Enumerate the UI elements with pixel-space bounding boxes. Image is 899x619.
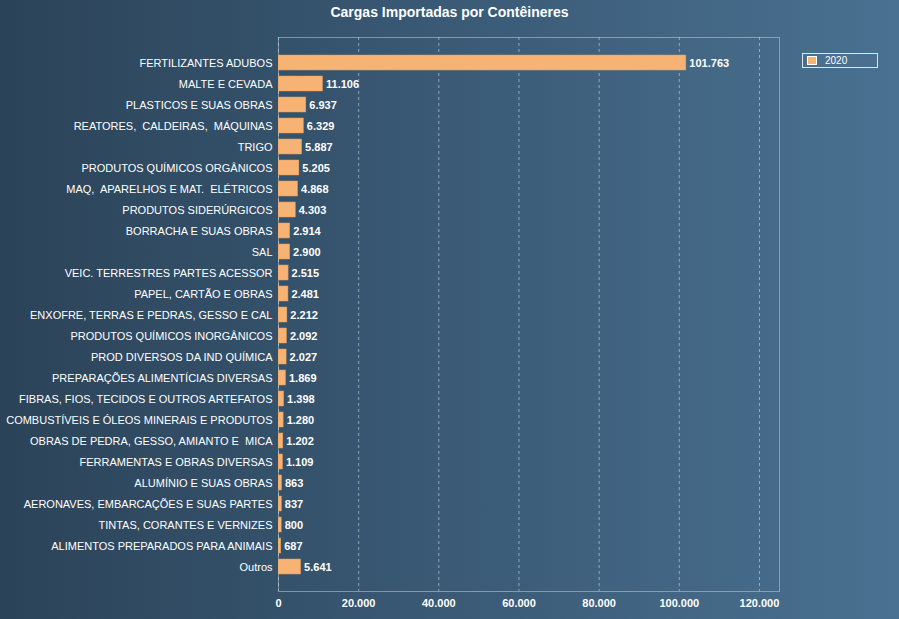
svg-text:ALIMENTOS PREPARADOS PARA ANIM: ALIMENTOS PREPARADOS PARA ANIMAIS: [51, 540, 272, 552]
svg-text:BORRACHA E SUAS OBRAS: BORRACHA E SUAS OBRAS: [126, 225, 273, 237]
svg-text:COMBUSTÍVEIS E ÓLEOS MINERAIS: COMBUSTÍVEIS E ÓLEOS MINERAIS E PRODUTOS: [6, 414, 272, 426]
svg-text:TRIGO: TRIGO: [238, 141, 273, 153]
svg-text:PRODUTOS QUÍMICOS ORGÂNICOS: PRODUTOS QUÍMICOS ORGÂNICOS: [81, 162, 272, 174]
svg-text:ENXOFRE, TERRAS E PEDRAS, GESS: ENXOFRE, TERRAS E PEDRAS, GESSO E CAL: [30, 309, 272, 321]
svg-text:PROD DIVERSOS DA IND QUÍMICA: PROD DIVERSOS DA IND QUÍMICA: [91, 351, 273, 363]
svg-text:1.280: 1.280: [287, 414, 315, 426]
svg-text:2.092: 2.092: [290, 330, 318, 342]
svg-text:100.000: 100.000: [659, 597, 699, 609]
svg-text:PRODUTOS SIDERÚRGICOS: PRODUTOS SIDERÚRGICOS: [122, 204, 272, 216]
svg-text:2.900: 2.900: [293, 246, 321, 258]
svg-text:2.212: 2.212: [290, 309, 318, 321]
svg-text:Outros: Outros: [239, 561, 273, 573]
svg-text:20.000: 20.000: [342, 597, 376, 609]
svg-text:OBRAS DE PEDRA, GESSO, AMIANTO: OBRAS DE PEDRA, GESSO, AMIANTO E MICA: [30, 435, 273, 447]
svg-text:2.027: 2.027: [290, 351, 318, 363]
svg-text:11.106: 11.106: [326, 78, 359, 90]
svg-text:FERRAMENTAS E OBRAS DIVERSAS: FERRAMENTAS E OBRAS DIVERSAS: [80, 456, 273, 468]
svg-text:101.763: 101.763: [689, 57, 729, 69]
svg-text:5.205: 5.205: [302, 162, 330, 174]
svg-text:120.000: 120.000: [740, 597, 780, 609]
svg-text:863: 863: [285, 477, 303, 489]
svg-text:5.641: 5.641: [304, 561, 332, 573]
svg-text:MALTE E CEVADA: MALTE E CEVADA: [179, 78, 273, 90]
html-text:Cargas Importadas por Contêine: Cargas Importadas por Contêineres: [330, 4, 569, 20]
svg-text:2.481: 2.481: [291, 288, 319, 300]
svg-text:6.329: 6.329: [307, 120, 335, 132]
svg-text:40.000: 40.000: [422, 597, 456, 609]
svg-text:1.398: 1.398: [287, 393, 315, 405]
svg-text:4.868: 4.868: [301, 183, 329, 195]
svg-text:FERTILIZANTES ADUBOS: FERTILIZANTES ADUBOS: [139, 57, 272, 69]
svg-text:0: 0: [275, 597, 281, 609]
svg-text:REATORES, CALDEIRAS, MÁQUINA: REATORES, CALDEIRAS, MÁQUINAS: [74, 120, 273, 132]
svg-text:TINTAS, CORANTES E VERNIZES: TINTAS, CORANTES E VERNIZES: [99, 519, 273, 531]
svg-text:SAL: SAL: [252, 246, 273, 258]
svg-text:PLASTICOS E SUAS OBRAS: PLASTICOS E SUAS OBRAS: [126, 99, 273, 111]
svg-text:PREPARAÇÕES ALIMENTÍCIAS DIVER: PREPARAÇÕES ALIMENTÍCIAS DIVERSAS: [52, 372, 272, 384]
svg-text:687: 687: [284, 540, 302, 552]
svg-text:VEIC. TERRESTRES PARTES ACESSO: VEIC. TERRESTRES PARTES ACESSOR: [65, 267, 273, 279]
svg-text:2.515: 2.515: [292, 267, 320, 279]
svg-text:4.303: 4.303: [299, 204, 327, 216]
svg-text:80.000: 80.000: [582, 597, 616, 609]
svg-text:ALUMÍNIO E SUAS OBRAS: ALUMÍNIO E SUAS OBRAS: [134, 477, 272, 489]
svg-text:FIBRAS, FIOS, TECIDOS E OUTROS: FIBRAS, FIOS, TECIDOS E OUTROS ARTEFATOS: [19, 393, 272, 405]
svg-text:AERONAVES, EMBARCAÇÕES E SUAS: AERONAVES, EMBARCAÇÕES E SUAS PARTES: [24, 498, 273, 510]
svg-text:1.109: 1.109: [286, 456, 314, 468]
svg-text:MAQ, APARELHOS E MAT. ELÉTRI: MAQ, APARELHOS E MAT. ELÉTRICOS: [66, 183, 272, 195]
svg-text:837: 837: [285, 498, 303, 510]
svg-text:1.869: 1.869: [289, 372, 317, 384]
svg-text:6.937: 6.937: [309, 99, 337, 111]
svg-text:2.914: 2.914: [293, 225, 321, 237]
html-text:2020: 2020: [825, 55, 848, 66]
svg-text:5.887: 5.887: [305, 141, 333, 153]
svg-text:1.202: 1.202: [286, 435, 314, 447]
svg-text:800: 800: [285, 519, 303, 531]
svg-text:PRODUTOS QUÍMICOS INORGÂNICOS: PRODUTOS QUÍMICOS INORGÂNICOS: [70, 330, 272, 342]
svg-text:60.000: 60.000: [502, 597, 536, 609]
svg-text:PAPEL, CARTÃO E OBRAS: PAPEL, CARTÃO E OBRAS: [134, 288, 272, 300]
